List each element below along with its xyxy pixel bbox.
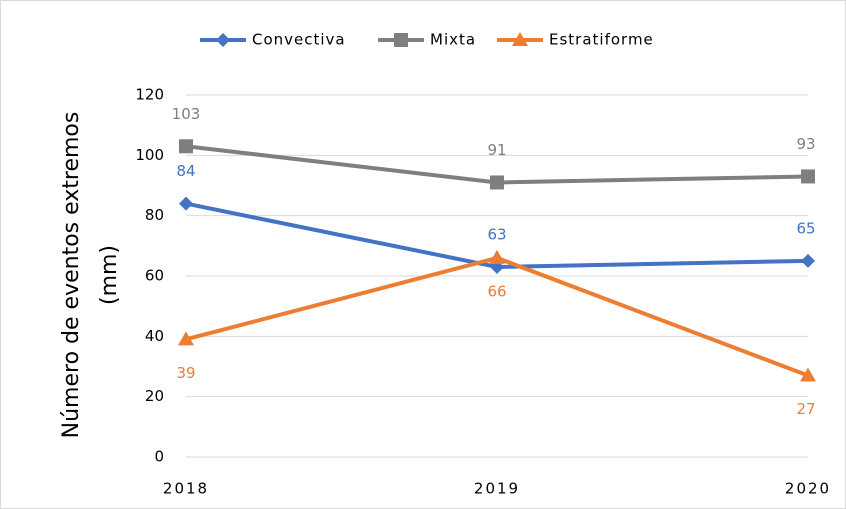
x-tick-label: 2020 [785,480,831,498]
y-axis-label: Número de eventos extremos [59,112,84,439]
x-tick-label: 2019 [474,480,520,498]
marker [512,32,528,46]
y-tick-label: 120 [135,86,164,104]
data-label: 66 [487,282,506,300]
marker [179,139,193,154]
y-tick-label: 20 [145,387,164,405]
legend-label: Mixta [430,31,476,49]
marker [178,331,194,346]
y-tick-label: 80 [145,206,164,224]
data-label: 93 [796,135,815,153]
marker [801,169,815,184]
marker [394,33,408,47]
marker [179,196,193,211]
data-label: 91 [487,141,506,159]
marker [216,33,230,47]
y-tick-label: 100 [135,146,164,164]
y-axis-label: (mm) [97,245,122,305]
y-tick-label: 0 [154,448,164,466]
marker [801,253,815,268]
data-label: 27 [796,400,815,418]
data-label: 39 [176,364,195,382]
marker [800,367,816,382]
data-label: 63 [487,225,506,243]
legend-label: Estratiforme [549,31,654,49]
data-label: 103 [172,105,201,123]
marker [490,175,504,190]
x-tick-label: 2018 [163,480,209,498]
data-label: 65 [796,219,815,237]
legend-label: Convectiva [252,31,346,49]
data-label: 84 [176,162,195,180]
y-tick-label: 60 [145,267,164,285]
y-tick-label: 40 [145,327,164,345]
marker [489,249,505,264]
